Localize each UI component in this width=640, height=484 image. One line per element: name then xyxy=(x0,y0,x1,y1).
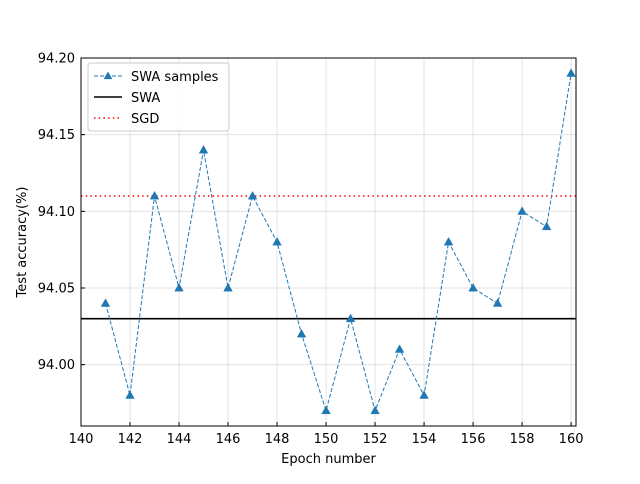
swa-sample-point xyxy=(125,390,135,399)
swa-sample-point xyxy=(541,221,552,231)
x-tick-label: 150 xyxy=(314,432,339,447)
legend-swa-samples-label: SWA samples xyxy=(131,70,219,85)
legend-sgd-label: SGD xyxy=(131,112,159,127)
swa-sample-point xyxy=(566,68,576,77)
x-tick-label: 144 xyxy=(167,432,192,447)
x-tick-label: 160 xyxy=(559,432,584,447)
y-axis-ticks: 94.00 94.05 94.10 94.15 94.20 xyxy=(38,52,85,373)
swa-samples-series xyxy=(100,68,576,415)
x-tick-label: 158 xyxy=(510,432,535,447)
legend-swa-samples-marker xyxy=(103,71,113,80)
y-tick-label: 94.15 xyxy=(38,128,75,143)
swa-sample-point xyxy=(174,282,184,292)
legend-box xyxy=(87,62,230,132)
x-tick-label: 152 xyxy=(363,432,388,447)
swa-sample-point xyxy=(198,144,209,154)
y-tick-label: 94.10 xyxy=(38,205,75,220)
x-tick-label: 148 xyxy=(265,432,290,447)
x-tick-label: 140 xyxy=(69,432,94,447)
swa-sample-point xyxy=(100,298,111,307)
x-axis-label: Epoch number xyxy=(281,452,376,467)
legend-swa-label: SWA xyxy=(131,91,160,106)
swa-sample-point xyxy=(321,405,331,415)
swa-sample-point xyxy=(517,206,527,215)
legend: SWA samples SWA SGD xyxy=(87,62,230,132)
y-tick-label: 94.05 xyxy=(38,282,75,297)
swa-sample-point xyxy=(223,282,233,292)
swa-sample-point xyxy=(247,190,258,200)
swa-sample-point xyxy=(370,405,380,415)
swa-sample-point xyxy=(419,390,429,399)
y-tick-label: 94.20 xyxy=(38,52,75,67)
swa-sample-point xyxy=(443,236,454,246)
swa-sample-point xyxy=(149,190,160,200)
reference-lines xyxy=(81,195,576,320)
x-tick-label: 156 xyxy=(461,432,486,447)
swa-sample-point xyxy=(394,344,405,353)
plot-frame xyxy=(80,57,577,427)
y-axis-label: Test accuracy(%) xyxy=(15,187,30,299)
swa-sample-point xyxy=(296,328,307,338)
swa-samples-line xyxy=(105,73,572,413)
y-tick-label: 94.00 xyxy=(38,358,75,373)
x-tick-label: 142 xyxy=(118,432,143,447)
x-tick-label: 154 xyxy=(412,432,437,447)
swa-sample-point xyxy=(492,298,503,307)
x-tick-label: 146 xyxy=(216,432,241,447)
x-axis-ticks: 140 142 144 146 148 150 152 154 156 158 160 xyxy=(69,422,584,447)
swa-sample-point xyxy=(345,313,356,323)
swa-sample-point xyxy=(272,236,282,246)
swa-sample-point xyxy=(468,282,478,292)
